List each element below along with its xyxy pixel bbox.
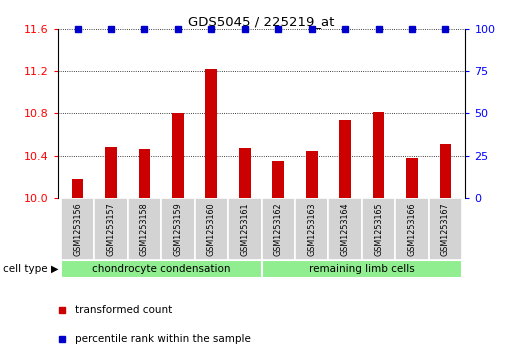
- FancyBboxPatch shape: [128, 198, 161, 260]
- Text: GSM1253161: GSM1253161: [240, 202, 249, 256]
- Bar: [206, 69, 217, 198]
- Text: GSM1253159: GSM1253159: [174, 202, 183, 256]
- Bar: [339, 120, 351, 198]
- FancyBboxPatch shape: [395, 198, 429, 260]
- FancyBboxPatch shape: [328, 198, 362, 260]
- Bar: [439, 144, 451, 198]
- Text: GSM1253157: GSM1253157: [107, 202, 116, 256]
- FancyBboxPatch shape: [228, 198, 262, 260]
- Bar: [139, 149, 150, 198]
- Text: GSM1253160: GSM1253160: [207, 202, 216, 256]
- Bar: [172, 113, 184, 198]
- FancyBboxPatch shape: [295, 198, 328, 260]
- Text: ▶: ▶: [51, 264, 59, 274]
- FancyBboxPatch shape: [61, 260, 262, 278]
- Text: cell type: cell type: [3, 264, 47, 274]
- Bar: [373, 113, 384, 198]
- Text: percentile rank within the sample: percentile rank within the sample: [75, 334, 252, 344]
- Bar: [272, 161, 284, 198]
- Text: GSM1253158: GSM1253158: [140, 202, 149, 256]
- Bar: [239, 148, 251, 198]
- Text: GSM1253164: GSM1253164: [340, 202, 349, 256]
- Text: GSM1253165: GSM1253165: [374, 202, 383, 256]
- Text: GSM1253156: GSM1253156: [73, 202, 82, 256]
- Title: GDS5045 / 225219_at: GDS5045 / 225219_at: [188, 15, 335, 28]
- Bar: [105, 147, 117, 198]
- FancyBboxPatch shape: [195, 198, 228, 260]
- Text: remaining limb cells: remaining limb cells: [309, 264, 415, 274]
- FancyBboxPatch shape: [362, 198, 395, 260]
- Text: GSM1253167: GSM1253167: [441, 202, 450, 256]
- Bar: [406, 158, 418, 198]
- FancyBboxPatch shape: [262, 260, 462, 278]
- Text: transformed count: transformed count: [75, 305, 173, 315]
- FancyBboxPatch shape: [262, 198, 295, 260]
- Text: chondrocyte condensation: chondrocyte condensation: [92, 264, 231, 274]
- Text: GSM1253166: GSM1253166: [407, 202, 416, 256]
- FancyBboxPatch shape: [94, 198, 128, 260]
- FancyBboxPatch shape: [61, 198, 94, 260]
- Text: GSM1253163: GSM1253163: [307, 202, 316, 256]
- Bar: [306, 151, 317, 198]
- Bar: [72, 179, 84, 198]
- FancyBboxPatch shape: [161, 198, 195, 260]
- FancyBboxPatch shape: [429, 198, 462, 260]
- Text: GSM1253162: GSM1253162: [274, 202, 283, 256]
